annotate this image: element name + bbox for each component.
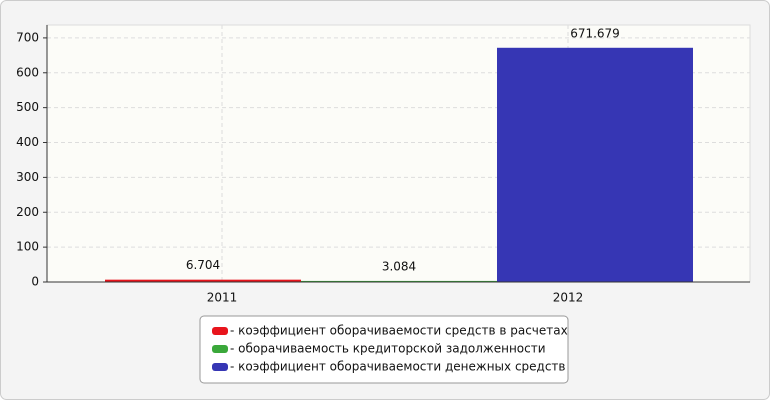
bar xyxy=(497,47,693,282)
bar xyxy=(105,279,301,282)
y-tick-label: 400 xyxy=(16,135,39,149)
value-label: 3.084 xyxy=(382,259,416,273)
y-tick-label: 300 xyxy=(16,170,39,184)
y-tick-label: 0 xyxy=(31,275,39,289)
legend-label: - оборачиваемость кредиторской задолженн… xyxy=(230,342,546,356)
legend-swatch xyxy=(212,363,228,371)
x-tick-label: 2012 xyxy=(553,291,584,305)
y-tick-label: 100 xyxy=(16,240,39,254)
legend-label: - коэффициент оборачиваемости средств в … xyxy=(230,324,568,338)
y-tick-label: 700 xyxy=(16,30,39,44)
value-label: 671.679 xyxy=(570,26,620,40)
bar xyxy=(301,280,497,282)
legend-swatch xyxy=(212,345,228,353)
y-tick-label: 200 xyxy=(16,205,39,219)
legend xyxy=(199,315,569,384)
legend-swatch xyxy=(212,327,228,335)
y-tick-label: 500 xyxy=(16,100,39,114)
y-tick-label: 600 xyxy=(16,65,39,79)
value-label: 6.704 xyxy=(186,258,220,272)
legend-label: - коэффициент оборачиваемости денежных с… xyxy=(230,360,566,374)
x-tick-label: 2011 xyxy=(207,291,238,305)
